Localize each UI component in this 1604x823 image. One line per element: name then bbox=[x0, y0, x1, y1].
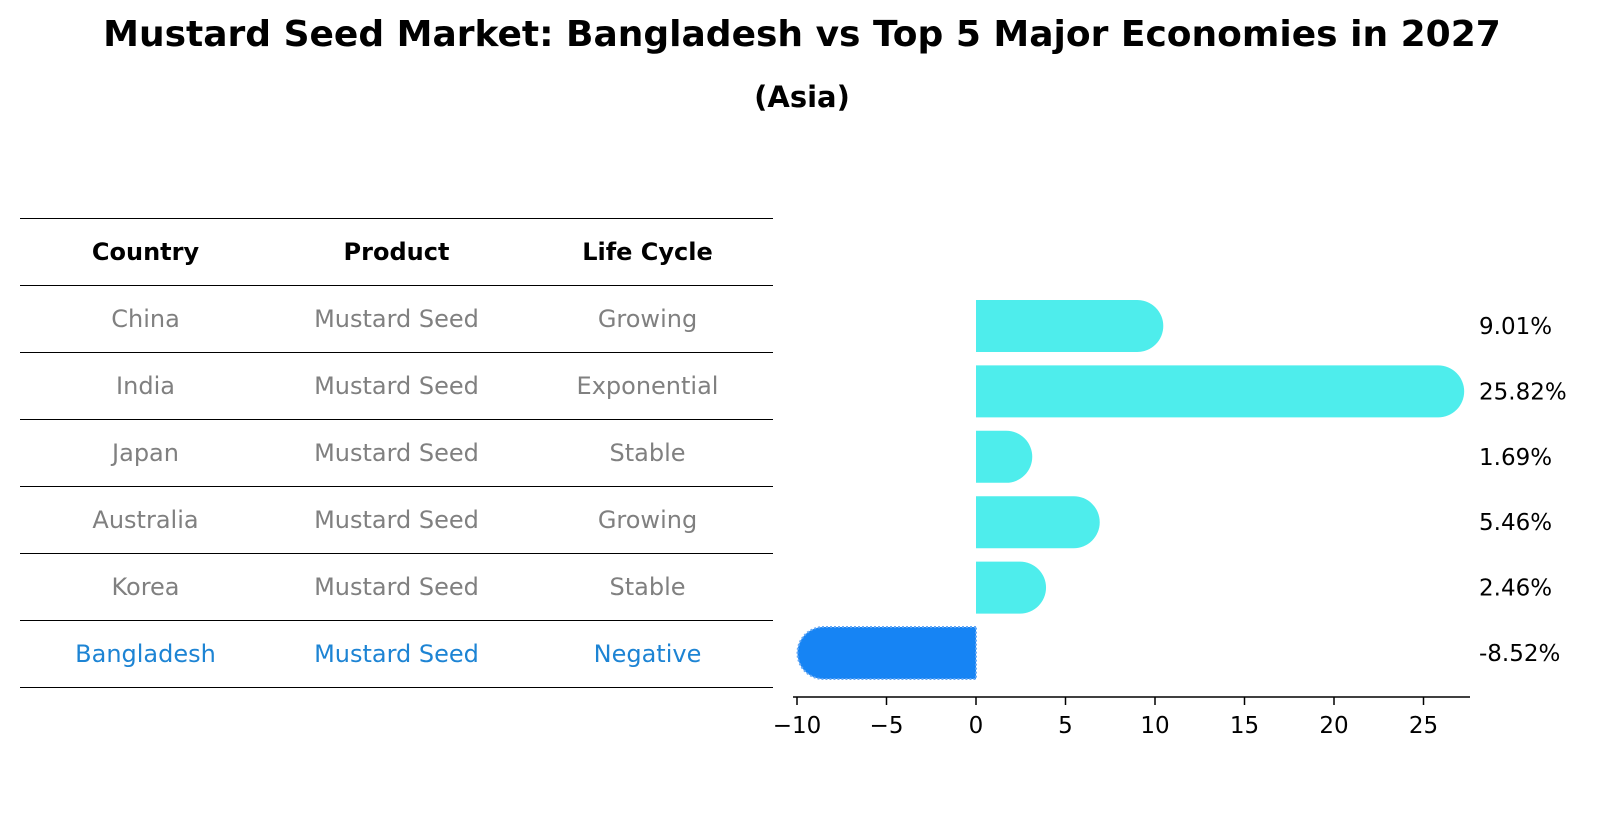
value-label: 5.46% bbox=[1479, 510, 1552, 536]
cell-product: Mustard Seed bbox=[314, 439, 479, 467]
cell-country: Bangladesh bbox=[75, 640, 216, 668]
header-product: Product bbox=[343, 238, 450, 266]
cell-life-cycle: Growing bbox=[597, 305, 698, 333]
value-label: 25.82% bbox=[1479, 379, 1567, 405]
table-row: Australia Mustard Seed Growing bbox=[20, 486, 773, 553]
data-table: Country Product Life Cycle China Mustard… bbox=[20, 218, 773, 688]
cell-product: Mustard Seed bbox=[314, 573, 479, 601]
bar-japan bbox=[976, 430, 1033, 483]
cell-country: Japan bbox=[112, 439, 179, 467]
cell-country: Korea bbox=[111, 573, 180, 601]
value-label: 2.46% bbox=[1479, 576, 1552, 602]
cell-product: Mustard Seed bbox=[314, 640, 479, 668]
bar-bangladesh bbox=[796, 626, 977, 680]
table-header-row: Country Product Life Cycle bbox=[20, 218, 773, 285]
value-label: 1.69% bbox=[1479, 445, 1552, 471]
table-row: Korea Mustard Seed Stable bbox=[20, 553, 773, 620]
cell-product: Mustard Seed bbox=[314, 305, 479, 333]
bar-korea bbox=[976, 561, 1047, 614]
x-tick-label: 20 bbox=[1319, 713, 1348, 739]
table-row: India Mustard Seed Exponential bbox=[20, 352, 773, 419]
cell-country: Australia bbox=[92, 506, 199, 534]
cell-life-cycle: Exponential bbox=[576, 372, 719, 400]
bar-australia bbox=[976, 496, 1100, 549]
value-label: 9.01% bbox=[1479, 314, 1552, 340]
table-row: Japan Mustard Seed Stable bbox=[20, 419, 773, 486]
bar-india bbox=[976, 365, 1465, 418]
header-country: Country bbox=[91, 238, 200, 266]
cell-country: China bbox=[111, 305, 180, 333]
chart-title: Mustard Seed Market: Bangladesh vs Top 5… bbox=[103, 14, 1501, 55]
cell-product: Mustard Seed bbox=[314, 506, 479, 534]
cell-life-cycle: Stable bbox=[609, 573, 686, 601]
cell-country: India bbox=[116, 372, 175, 400]
x-tick-label: 5 bbox=[1058, 713, 1073, 739]
x-tick-label: −10 bbox=[773, 713, 822, 739]
x-tick-label: 15 bbox=[1230, 713, 1259, 739]
x-tick-label: 0 bbox=[969, 713, 984, 739]
table-row: China Mustard Seed Growing bbox=[20, 285, 773, 352]
header-life-cycle: Life Cycle bbox=[582, 238, 713, 266]
chart-subtitle: (Asia) bbox=[754, 80, 850, 114]
cell-life-cycle: Growing bbox=[597, 506, 698, 534]
table-row: Bangladesh Mustard Seed Negative bbox=[20, 620, 773, 688]
cell-product: Mustard Seed bbox=[314, 372, 479, 400]
cell-life-cycle: Stable bbox=[609, 439, 686, 467]
x-tick-label: −5 bbox=[870, 713, 904, 739]
value-label: -8.52% bbox=[1479, 641, 1560, 667]
x-tick-label: 10 bbox=[1140, 713, 1169, 739]
x-tick-label: 25 bbox=[1409, 713, 1438, 739]
cell-life-cycle: Negative bbox=[593, 640, 702, 668]
bar-china bbox=[976, 300, 1164, 352]
